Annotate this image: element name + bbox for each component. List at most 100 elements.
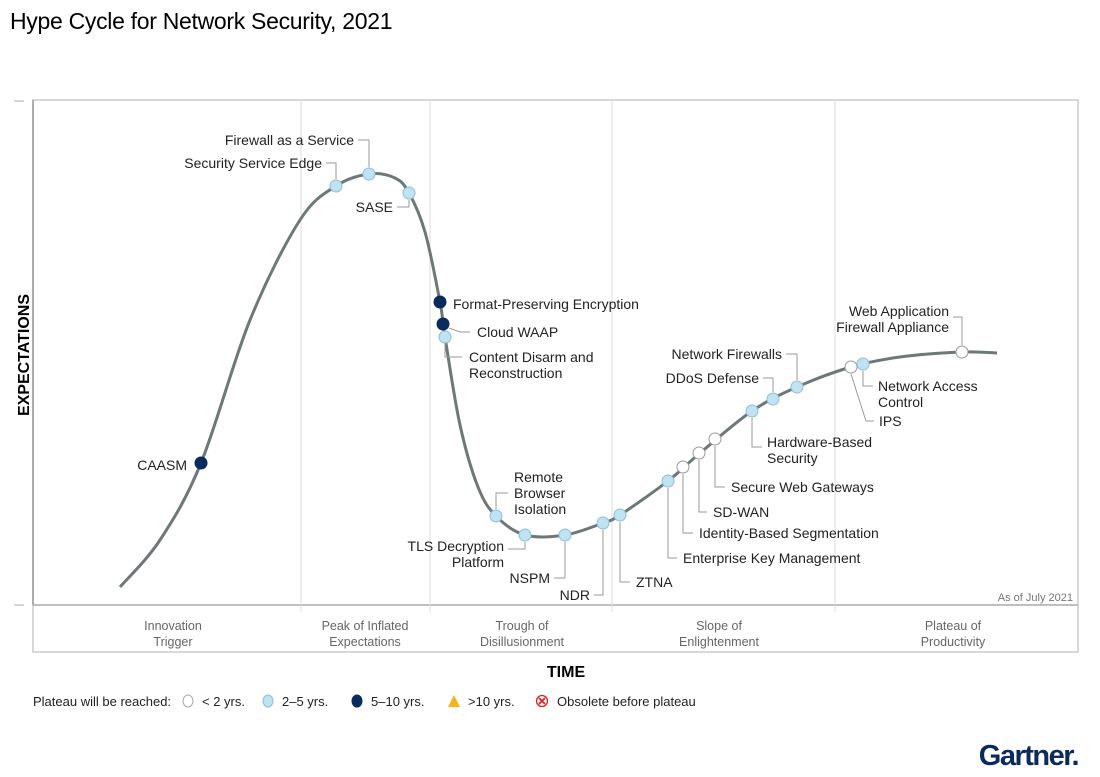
hype-item: Format-Preserving Encryption	[433, 295, 639, 312]
leader-line	[850, 373, 874, 422]
hype-item-label: SD-WAN	[713, 504, 769, 520]
phase-label: Slope of	[696, 619, 742, 633]
hype-item-label: Reconstruction	[469, 365, 562, 381]
hype-item-label: DDoS Defense	[666, 370, 760, 386]
hype-item: Firewall as a Service	[225, 132, 376, 181]
leader-line	[786, 353, 798, 380]
phase-label: Peak of Inflated	[322, 619, 409, 633]
legend-item-label: 2–5 yrs.	[282, 694, 328, 709]
hype-item: Enterprise Key Management	[661, 474, 861, 566]
phase-label: Innovation	[144, 619, 202, 633]
legend-item-label: < 2 yrs.	[202, 694, 245, 709]
leader-line	[862, 371, 873, 387]
hype-item-label: Security Service Edge	[184, 155, 322, 171]
hype-item-label: Hardware-Based	[767, 434, 872, 450]
leader-line	[682, 474, 693, 534]
leader-line	[397, 200, 410, 208]
gartner-logo: Gartner.	[979, 740, 1079, 772]
leader-line	[554, 542, 566, 579]
legend-dark-blue-circle-icon	[351, 694, 363, 708]
leader-line	[763, 377, 774, 392]
hype-item-marker	[518, 528, 532, 542]
hype-item-label: CAASM	[137, 457, 187, 473]
hype-item-marker	[329, 179, 343, 193]
hype-item: IPS	[844, 360, 902, 429]
leader-line	[953, 316, 963, 345]
hype-item-label: Enterprise Key Management	[683, 550, 861, 566]
phase-label: Trough of	[495, 619, 549, 633]
leader-line	[667, 488, 677, 559]
technology-items: CAASM Security Service Edge Firewall as a …	[137, 132, 977, 603]
hype-item-marker	[438, 330, 452, 344]
hype-item-label: Content Disarm and	[469, 349, 594, 365]
phase-label: Productivity	[921, 635, 986, 649]
page-title: Hype Cycle for Network Security, 2021	[10, 8, 393, 34]
hype-item-marker	[433, 295, 447, 309]
hype-item-label: Identity-Based Segmentation	[699, 525, 879, 541]
legend-light-blue-circle-icon	[262, 694, 274, 708]
hype-item-label: Isolation	[514, 501, 566, 517]
hype-item-label: Network Access	[878, 378, 978, 394]
hype-item-label: Browser	[514, 485, 566, 501]
hype-item-marker	[489, 509, 503, 523]
hype-item-marker	[436, 317, 450, 331]
leader-line	[751, 418, 762, 448]
phase-label: Trigger	[153, 635, 192, 649]
legend-white-circle-icon	[182, 694, 194, 708]
hype-item-marker	[613, 508, 627, 522]
hype-item-marker	[745, 404, 759, 418]
hype-item-marker	[708, 432, 722, 446]
legend-item-label: 5–10 yrs.	[371, 694, 424, 709]
hype-item-label: Firewall Appliance	[836, 319, 949, 335]
hype-item-label: NDR	[560, 587, 590, 603]
hype-item: CAASM	[137, 456, 208, 473]
leader-line	[326, 162, 337, 179]
hype-item-label: Web Application	[849, 303, 949, 319]
legend-title: Plateau will be reached:	[33, 694, 171, 709]
leader-line	[714, 446, 725, 488]
hype-item-label: Platform	[452, 554, 504, 570]
hype-item-label: Control	[878, 394, 923, 410]
legend-triangle-icon	[448, 695, 460, 707]
leader-line	[495, 492, 508, 509]
hype-item-marker	[856, 357, 870, 371]
leader-line	[448, 327, 470, 333]
phase-label: Plateau of	[925, 619, 982, 633]
hype-item-marker	[790, 380, 804, 394]
hype-item: Network Firewalls	[672, 346, 804, 394]
hype-item-marker	[402, 186, 416, 200]
hype-item-marker	[558, 528, 572, 542]
leader-line	[619, 522, 630, 583]
hype-item: SASE	[356, 186, 416, 215]
hype-item-marker	[194, 456, 208, 470]
hype-item-label: Firewall as a Service	[225, 132, 354, 148]
phase-label: Expectations	[329, 635, 401, 649]
leader-line	[508, 542, 526, 550]
hype-item: Security Service Edge	[184, 155, 343, 193]
hype-item-label: IPS	[879, 413, 902, 429]
hype-item-label: ZTNA	[636, 574, 673, 590]
legend-item-label: >10 yrs.	[468, 694, 515, 709]
hype-item: NDR	[560, 516, 610, 603]
hype-item-marker	[661, 474, 675, 488]
hype-item-marker	[362, 167, 376, 181]
plot-frame: Innovation Trigger Peak of Inflated Expecta…	[14, 99, 1079, 653]
legend: Plateau will be reached: < 2 yrs. 2–5 yrs.…	[33, 694, 696, 709]
hype-item-label: SASE	[356, 199, 393, 215]
hype-item-label: Remote	[514, 469, 563, 485]
hype-item-label: TLS Decryption	[408, 538, 504, 554]
leader-line	[594, 530, 604, 596]
hype-item-label: Network Firewalls	[672, 346, 782, 362]
hype-item: Cloud WAAP	[436, 317, 558, 340]
hype-item-marker	[692, 446, 706, 460]
hype-item-marker	[596, 516, 610, 530]
legend-item-label: Obsolete before plateau	[557, 694, 696, 709]
hype-item-marker	[955, 345, 969, 359]
hype-item: ZTNA	[613, 508, 673, 590]
leader-line	[444, 344, 462, 358]
hype-item-marker	[844, 360, 858, 374]
